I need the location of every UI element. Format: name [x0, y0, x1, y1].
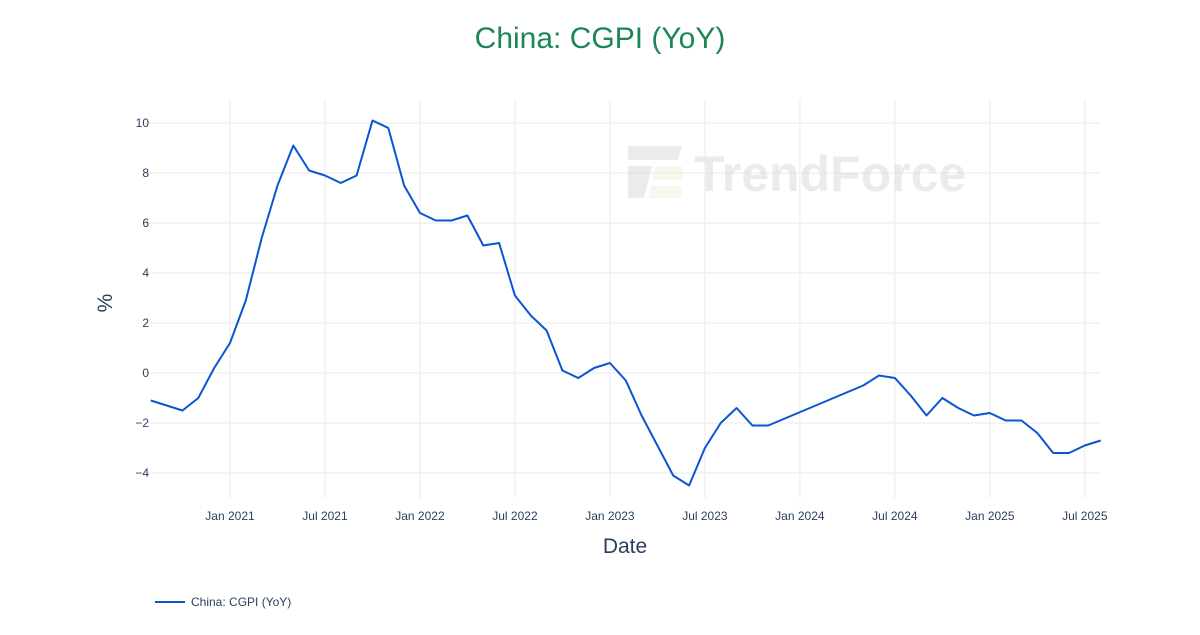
x-tick-label: Jul 2024 — [872, 509, 918, 523]
gridlines — [145, 100, 1100, 498]
x-tick-label: Jan 2022 — [395, 509, 445, 523]
y-axis-title: % — [94, 294, 117, 313]
y-tick-label: 6 — [142, 216, 149, 230]
x-tick-label: Jan 2025 — [965, 509, 1015, 523]
axes: −4 −2 0 2 4 6 8 10 Jan 2021 Jul 2021 Jan 2022 Jul 2… — [135, 116, 1108, 523]
series-line-cgpi[interactable] — [150, 119, 1101, 487]
y-tick-label: −4 — [135, 466, 149, 480]
y-tick-label: −2 — [135, 416, 149, 430]
legend-line-swatch — [155, 601, 185, 603]
x-axis-title: Date — [603, 535, 647, 558]
x-tick-label: Jan 2021 — [205, 509, 255, 523]
watermark-text: TrendForce — [694, 146, 966, 202]
x-tick-label: Jul 2025 — [1062, 509, 1108, 523]
x-tick-label: Jul 2022 — [492, 509, 538, 523]
x-tick-label: Jan 2023 — [585, 509, 635, 523]
trendforce-watermark: TrendForce — [628, 146, 966, 202]
chart-title: China: CGPI (YoY) — [474, 22, 726, 55]
y-tick-label: 2 — [142, 316, 149, 330]
y-tick-label: 8 — [142, 166, 149, 180]
x-tick-label: Jul 2023 — [682, 509, 728, 523]
y-tick-label: 10 — [136, 116, 150, 130]
x-tick-label: Jul 2021 — [302, 509, 348, 523]
trendforce-logo-icon — [628, 146, 682, 198]
y-tick-label: 0 — [142, 366, 149, 380]
legend[interactable]: China: CGPI (YoY) — [155, 595, 291, 609]
y-tick-label: 4 — [142, 266, 149, 280]
legend-label: China: CGPI (YoY) — [191, 595, 292, 609]
x-tick-label: Jan 2024 — [775, 509, 825, 523]
